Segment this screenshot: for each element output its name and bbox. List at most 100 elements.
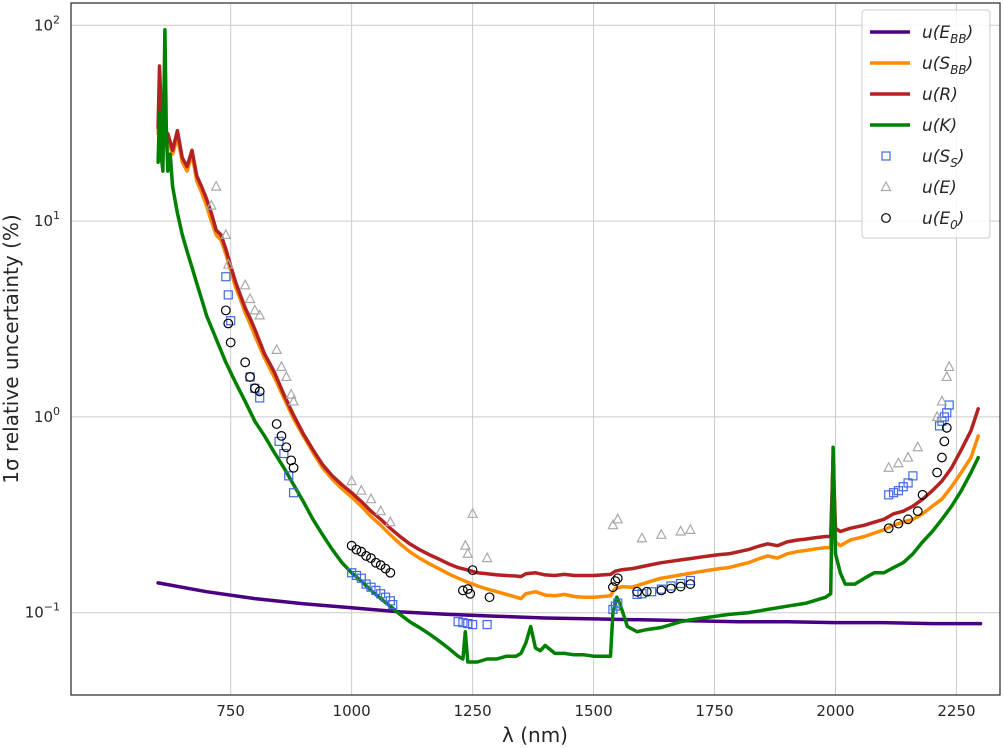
legend-label: u(K) [922, 116, 957, 136]
marker-u-e- [912, 440, 924, 452]
legend-box [861, 9, 991, 239]
x-tick-labels: 750 1000 1250 1500 1750 2000 2250 [216, 702, 975, 720]
marker-u-e0- [281, 442, 292, 453]
marker-u-e0- [375, 560, 386, 571]
marker-u-e0- [225, 337, 236, 348]
marker-u-s-s- [351, 570, 362, 581]
marker-u-e0- [641, 586, 652, 597]
marker-u-e- [636, 531, 648, 543]
series-line-u-k- [156, 27, 980, 664]
x-tick-label: 750 [216, 702, 245, 720]
marker-u-s-s- [288, 488, 299, 498]
legend-swatch-circle [881, 213, 891, 223]
marker-u-e0- [685, 579, 696, 590]
marker-u-e- [902, 451, 914, 462]
legend-label: u(E0) [922, 209, 964, 232]
series-line-u-r- [156, 64, 980, 579]
marker-u-e0- [632, 586, 643, 597]
marker-u-e- [462, 547, 474, 558]
marker-u-e0- [462, 584, 473, 595]
marker-u-s-s- [482, 619, 492, 630]
marker-u-e0- [484, 592, 495, 603]
series-markers [205, 180, 955, 630]
marker-u-e- [275, 360, 287, 372]
marker-u-s-s- [676, 578, 686, 589]
marker-u-s-s- [371, 585, 381, 596]
marker-u-e0- [883, 523, 894, 534]
y-tick-label: 100 [34, 405, 60, 426]
legend-swatch-triangle [880, 180, 892, 192]
legend-label: u(E) [922, 178, 957, 198]
marker-u-e- [612, 513, 624, 524]
marker-u-s-s- [361, 579, 371, 589]
legend-label: u(SS) [922, 147, 964, 170]
marker-u-e0- [612, 573, 623, 584]
series-lines [156, 27, 983, 664]
x-tick-label: 1250 [454, 702, 492, 720]
marker-u-e- [244, 292, 256, 304]
marker-u-e0- [939, 436, 950, 447]
y-tick-labels: 10−1 100 101 102 [25, 13, 60, 621]
marker-u-e0- [608, 582, 618, 593]
marker-u-e- [346, 474, 358, 486]
x-tick-label: 1000 [333, 702, 371, 720]
marker-u-e0- [893, 518, 904, 529]
marker-u-e- [892, 456, 904, 468]
marker-u-e- [280, 370, 292, 382]
plot-frame [70, 2, 1001, 696]
marker-u-s-s- [458, 618, 468, 628]
marker-u-e- [931, 410, 943, 422]
y-axis-title: 1σ relative uncertainty (%) [0, 214, 23, 483]
marker-u-s-s- [610, 601, 620, 611]
marker-u-e- [883, 461, 895, 472]
marker-u-e- [655, 528, 667, 539]
marker-u-s-s- [908, 471, 918, 481]
marker-u-e- [210, 180, 222, 191]
marker-u-e0- [276, 430, 287, 441]
marker-u-e0- [240, 357, 251, 368]
y-tick-label: 101 [34, 209, 60, 230]
marker-u-s-s- [347, 568, 357, 578]
marker-u-s-s- [463, 618, 473, 629]
marker-u-e- [936, 395, 948, 406]
marker-u-e- [607, 518, 619, 530]
x-axis-title: λ (nm) [502, 723, 568, 747]
legend: u(EBB) u(SBB) u(R) u(K) u(SS) u(E) u(E0) [861, 9, 991, 239]
marker-u-s-s- [613, 598, 623, 608]
marker-u-s-s- [647, 587, 657, 597]
marker-u-e0- [912, 506, 923, 517]
marker-u-e0- [465, 588, 476, 599]
marker-u-e0- [288, 462, 299, 473]
marker-u-e0- [675, 581, 686, 592]
marker-u-e0- [385, 567, 396, 578]
marker-u-e0- [937, 452, 947, 463]
marker-u-e0- [932, 467, 942, 478]
marker-u-s-s- [453, 617, 463, 627]
marker-u-e- [222, 258, 234, 269]
y-tick-label: 102 [34, 13, 60, 34]
series-line-u-e-bb- [156, 581, 983, 626]
marker-u-e- [239, 279, 251, 290]
marker-u-s-s- [685, 575, 695, 586]
marker-u-s-s- [221, 272, 231, 282]
legend-label: u(EBB) [922, 23, 973, 46]
marker-u-e0- [351, 544, 362, 555]
marker-u-e- [271, 343, 283, 354]
marker-u-e- [288, 395, 300, 406]
marker-u-e0- [249, 383, 260, 394]
marker-u-e- [254, 309, 266, 320]
marker-u-e0- [941, 422, 952, 433]
marker-u-s-s- [279, 448, 289, 459]
y-tick-label: 10−1 [25, 601, 60, 622]
marker-u-s-s- [226, 316, 236, 326]
marker-u-e- [467, 507, 479, 518]
x-tick-label: 1500 [574, 702, 612, 720]
marker-u-e- [249, 304, 261, 315]
marker-u-e- [481, 551, 493, 563]
marker-u-s-s- [366, 582, 376, 592]
marker-u-s-s- [888, 488, 899, 498]
marker-u-e- [684, 523, 696, 534]
marker-u-s-s- [884, 490, 894, 500]
marker-u-s-s- [467, 619, 478, 630]
